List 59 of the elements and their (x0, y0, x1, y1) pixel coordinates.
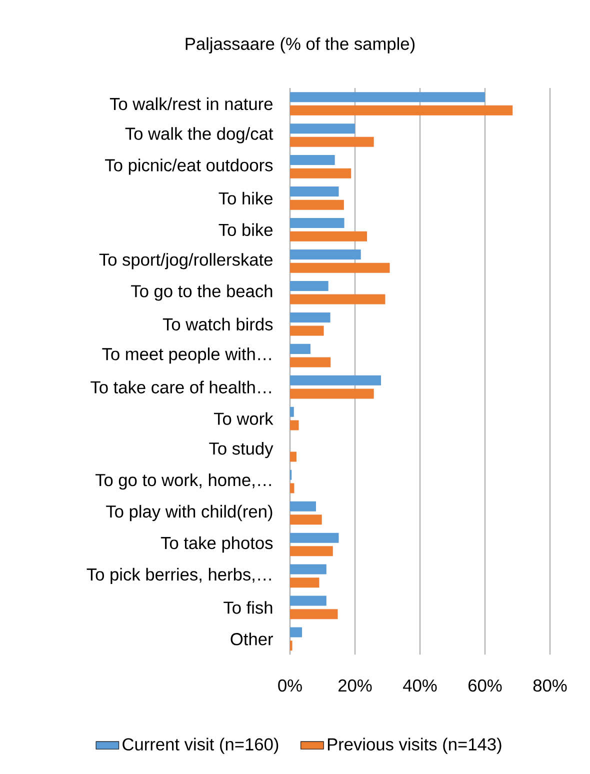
y-tick-label: To pick berries, herbs,… (86, 568, 271, 584)
y-tick-label: To walk the dog/cat (125, 127, 274, 144)
y-tick-label: To go to work, home,… (95, 473, 271, 490)
bar (290, 406, 294, 417)
y-tick-label: To fish (224, 601, 272, 614)
bar (290, 388, 374, 399)
bar (290, 483, 294, 494)
y-tick-label: To picnic/eat outdoors (105, 158, 273, 175)
bar (290, 578, 320, 588)
legend-label: Current visit (n=160) (122, 738, 278, 754)
x-tick-label: 0% (278, 679, 302, 692)
bar (290, 218, 344, 228)
y-tick-label: To bike (218, 223, 272, 236)
bar (290, 326, 324, 336)
bar (290, 564, 326, 574)
y-tick-label: To go to the beach (131, 284, 272, 301)
x-tick-label: 80% (533, 679, 567, 692)
y-tick-label: To meet people with… (102, 348, 271, 364)
bar (290, 420, 299, 430)
y-tick-label: To work (214, 412, 274, 425)
legend-label: Previous visits (n=143) (328, 738, 502, 754)
bar (290, 294, 386, 304)
bar (290, 280, 328, 291)
bar (290, 532, 339, 543)
bar (290, 344, 310, 354)
bar (290, 452, 296, 462)
bar (290, 609, 338, 620)
y-tick-label: Other (230, 632, 273, 646)
y-tick-label: To watch birds (162, 318, 273, 330)
bar (290, 546, 333, 556)
bar (290, 249, 361, 260)
bar (290, 262, 390, 273)
bar (290, 627, 302, 638)
bar (290, 514, 322, 525)
bar (290, 312, 330, 322)
bar (290, 501, 316, 512)
bar (290, 200, 344, 210)
bar (290, 186, 339, 197)
bar (290, 375, 381, 386)
bar (290, 231, 368, 242)
x-tick-label: 20% (338, 679, 372, 692)
chart-title: Paljassaare (% of the sample) (186, 37, 414, 54)
y-tick-label: To play with child(ren) (106, 504, 272, 522)
bar (290, 596, 326, 606)
bar (290, 105, 513, 116)
bar (290, 155, 335, 166)
y-tick-label: To take care of health… (90, 380, 271, 394)
bar (290, 92, 485, 102)
y-tick-label: To walk/rest in nature (110, 97, 272, 110)
y-tick-label: To study (209, 442, 274, 458)
y-tick-label: To sport/jog/rollerskate (99, 253, 272, 270)
x-tick-label: 60% (468, 679, 502, 692)
bar (290, 168, 352, 178)
y-tick-label: To take photos (160, 536, 273, 553)
bar (290, 136, 374, 147)
y-tick-label: To hike (218, 192, 272, 205)
bar (290, 124, 355, 134)
bar (290, 357, 331, 368)
x-tick-label: 40% (403, 679, 437, 692)
